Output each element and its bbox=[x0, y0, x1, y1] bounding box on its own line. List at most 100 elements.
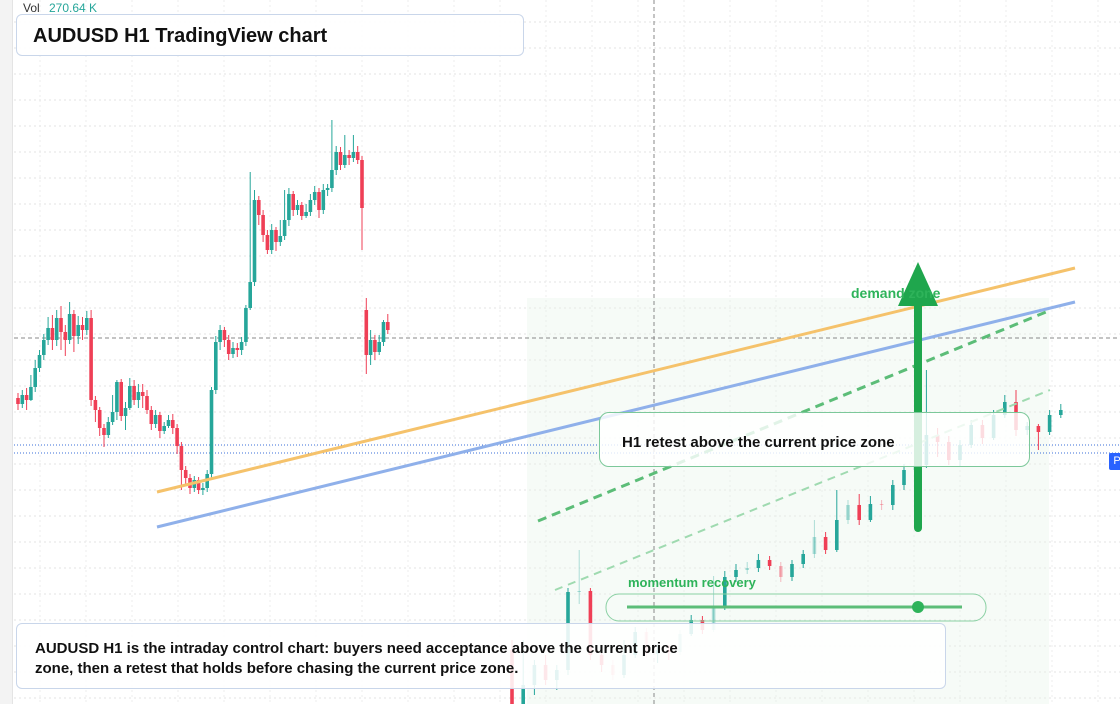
candle-down[interactable] bbox=[291, 194, 295, 210]
candle-up[interactable] bbox=[343, 155, 347, 165]
candle-down[interactable] bbox=[171, 420, 175, 428]
candle-up[interactable] bbox=[711, 608, 716, 630]
candle-down[interactable] bbox=[16, 398, 20, 404]
candle-up[interactable] bbox=[1059, 410, 1063, 415]
candle-down[interactable] bbox=[857, 505, 861, 520]
candle-up[interactable] bbox=[33, 368, 37, 387]
candle-down[interactable] bbox=[338, 152, 343, 165]
candle-up[interactable] bbox=[209, 390, 214, 474]
candle-up[interactable] bbox=[231, 348, 235, 354]
candle-up[interactable] bbox=[1003, 402, 1007, 415]
candle-down[interactable] bbox=[50, 328, 55, 340]
candle-up[interactable] bbox=[115, 382, 119, 412]
candle-up[interactable] bbox=[325, 188, 330, 190]
candle-up[interactable] bbox=[334, 152, 338, 170]
candle-down[interactable] bbox=[140, 392, 145, 396]
candle-up[interactable] bbox=[1047, 415, 1052, 432]
momentum-handle[interactable] bbox=[912, 601, 924, 613]
candle-up[interactable] bbox=[287, 194, 291, 220]
candle-up[interactable] bbox=[162, 426, 166, 431]
candle-up[interactable] bbox=[790, 564, 794, 577]
candle-up[interactable] bbox=[521, 685, 525, 704]
candle-up[interactable] bbox=[218, 330, 222, 342]
candle-up[interactable] bbox=[381, 322, 386, 342]
candle-down[interactable] bbox=[80, 325, 85, 330]
channel-lower-dashed[interactable] bbox=[554, 389, 1051, 591]
candle-up[interactable] bbox=[106, 422, 111, 435]
candle-down[interactable] bbox=[300, 205, 304, 216]
candle-up[interactable] bbox=[577, 591, 581, 592]
candle-down[interactable] bbox=[72, 314, 76, 336]
candle-up[interactable] bbox=[812, 537, 817, 554]
candle-up[interactable] bbox=[201, 488, 205, 490]
candle-down[interactable] bbox=[386, 322, 390, 330]
candle-up[interactable] bbox=[67, 314, 72, 340]
candle-up[interactable] bbox=[278, 236, 283, 242]
candle-down[interactable] bbox=[767, 560, 772, 566]
candle-up[interactable] bbox=[37, 355, 42, 368]
candle-up[interactable] bbox=[282, 220, 287, 236]
candle-up[interactable] bbox=[304, 212, 308, 216]
candle-down[interactable] bbox=[149, 410, 154, 424]
candle-up[interactable] bbox=[312, 192, 317, 200]
candle-down[interactable] bbox=[158, 415, 162, 431]
candle-up[interactable] bbox=[166, 420, 171, 426]
candle-down[interactable] bbox=[274, 230, 278, 242]
candle-down[interactable] bbox=[261, 215, 265, 235]
candle-down[interactable] bbox=[63, 332, 68, 340]
candle-up[interactable] bbox=[20, 395, 25, 404]
candle-down[interactable] bbox=[373, 340, 377, 352]
candle-up[interactable] bbox=[153, 415, 158, 424]
candle-down[interactable] bbox=[779, 566, 783, 577]
candle-up[interactable] bbox=[801, 554, 805, 564]
candle-up[interactable] bbox=[351, 152, 356, 158]
candle-down[interactable] bbox=[879, 504, 884, 505]
candle-up[interactable] bbox=[723, 577, 727, 608]
candle-up[interactable] bbox=[128, 386, 132, 408]
candle-up[interactable] bbox=[252, 200, 257, 282]
candle-up[interactable] bbox=[214, 342, 218, 390]
candle-down[interactable] bbox=[24, 395, 29, 400]
candle-down[interactable] bbox=[145, 396, 149, 410]
candle-down[interactable] bbox=[196, 480, 201, 490]
candle-down[interactable] bbox=[360, 160, 364, 208]
candle-up[interactable] bbox=[295, 205, 300, 210]
candle-down[interactable] bbox=[1036, 426, 1041, 432]
candle-up[interactable] bbox=[756, 560, 761, 568]
candle-down[interactable] bbox=[265, 235, 270, 250]
candle-down[interactable] bbox=[132, 386, 136, 400]
candle-down[interactable] bbox=[93, 400, 98, 410]
candle-down[interactable] bbox=[823, 537, 828, 550]
price-tag[interactable]: P bbox=[1109, 453, 1120, 470]
candle-up[interactable] bbox=[891, 485, 895, 505]
candle-up[interactable] bbox=[835, 520, 839, 550]
candle-up[interactable] bbox=[368, 340, 373, 355]
candle-up[interactable] bbox=[239, 342, 244, 350]
candle-up[interactable] bbox=[321, 190, 326, 210]
candle-down[interactable] bbox=[183, 470, 188, 478]
candle-down[interactable] bbox=[364, 310, 369, 355]
candle-up[interactable] bbox=[76, 325, 80, 336]
candle-up[interactable] bbox=[42, 340, 46, 355]
candle-up[interactable] bbox=[46, 328, 50, 340]
candle-down[interactable] bbox=[235, 348, 240, 350]
candle-up[interactable] bbox=[85, 318, 89, 330]
candle-down[interactable] bbox=[222, 330, 227, 340]
candle-up[interactable] bbox=[123, 408, 128, 416]
candle-up[interactable] bbox=[330, 170, 334, 188]
candle-down[interactable] bbox=[97, 410, 102, 428]
candle-down[interactable] bbox=[355, 152, 360, 160]
candle-up[interactable] bbox=[734, 570, 738, 577]
candle-up[interactable] bbox=[54, 318, 59, 340]
candle-up[interactable] bbox=[868, 504, 873, 520]
candle-up[interactable] bbox=[269, 230, 274, 250]
candle-up[interactable] bbox=[110, 412, 115, 422]
candle-up[interactable] bbox=[377, 342, 381, 352]
candle-up[interactable] bbox=[248, 282, 252, 308]
candle-down[interactable] bbox=[179, 446, 184, 470]
candle-up[interactable] bbox=[902, 470, 906, 485]
candle-down[interactable] bbox=[119, 382, 123, 416]
candle-down[interactable] bbox=[347, 155, 351, 158]
candle-up[interactable] bbox=[136, 392, 141, 400]
